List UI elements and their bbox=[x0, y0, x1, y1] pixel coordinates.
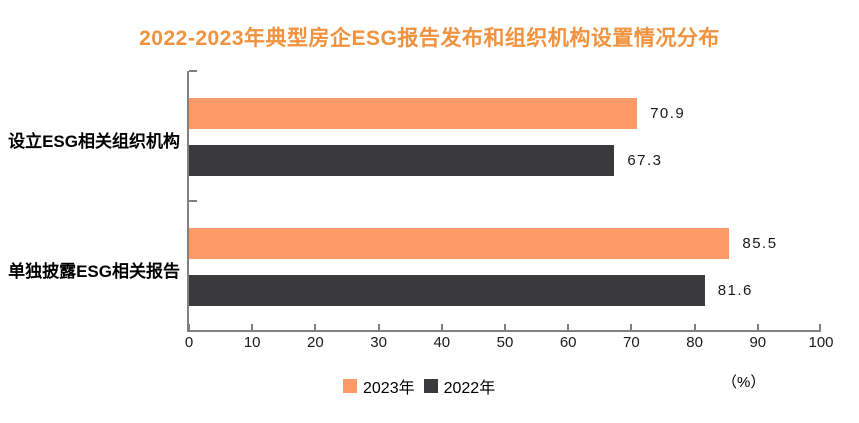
x-axis-tick-label: 70 bbox=[623, 334, 640, 351]
bar-2022年-单独披露ESG相关报告 bbox=[189, 274, 705, 306]
x-axis-tick-label: 100 bbox=[808, 334, 834, 351]
unit-label: （%） bbox=[722, 374, 766, 391]
legend: 2023年 2022年 bbox=[343, 374, 495, 398]
x-axis-tick bbox=[693, 324, 696, 330]
chart-title: 2022-2023年典型房企ESG报告发布和组织机构设置情况分布 bbox=[139, 27, 720, 50]
x-axis-tick-label: 10 bbox=[243, 334, 261, 351]
bar-2022年-设立ESG相关组织机构 bbox=[189, 145, 615, 176]
x-axis-line bbox=[187, 330, 821, 332]
x-axis-tick-label: 80 bbox=[686, 334, 703, 351]
x-axis-tick bbox=[440, 324, 443, 330]
x-axis-tick bbox=[819, 324, 821, 330]
legend-swatch-icon bbox=[423, 379, 438, 393]
x-axis-tick-label: 40 bbox=[433, 334, 451, 351]
x-axis-tick bbox=[377, 324, 380, 330]
x-axis-tick bbox=[251, 324, 254, 330]
x-axis-tick-label: 0 bbox=[184, 334, 194, 351]
x-axis-tick bbox=[504, 324, 506, 330]
x-axis-tick-label: 60 bbox=[559, 334, 577, 351]
legend-label: 2023年 bbox=[363, 380, 415, 397]
legend-item-2023年: 2023年 bbox=[343, 374, 415, 398]
legend-label: 2022年 bbox=[443, 380, 496, 397]
bar-value-label: 85.5 bbox=[742, 234, 778, 252]
bar-value-label: 81.6 bbox=[717, 281, 753, 299]
x-axis-tick-label: 20 bbox=[307, 334, 324, 351]
bar-2023年-设立ESG相关组织机构 bbox=[189, 98, 638, 129]
y-axis-line bbox=[187, 71, 189, 330]
category-label: 设立ESG相关组织机构 bbox=[8, 132, 180, 151]
x-axis-tick bbox=[756, 324, 759, 330]
x-axis-tick bbox=[314, 324, 317, 330]
bar-value-label: 67.3 bbox=[627, 152, 663, 169]
x-axis-tick-label: 50 bbox=[496, 334, 514, 351]
x-axis-tick-label: 30 bbox=[370, 334, 387, 351]
bar-2023年-单独披露ESG相关报告 bbox=[189, 227, 730, 259]
y-axis-tick bbox=[189, 70, 197, 72]
plot-area: 0 10 20 30 40 50 60 70 80 90 100 70.9 67.3 85.5 81.6 bbox=[185, 70, 834, 351]
x-axis-tick-label: 90 bbox=[749, 334, 767, 351]
legend-item-2022年: 2022年 bbox=[423, 374, 496, 398]
x-axis-tick bbox=[630, 324, 633, 330]
x-axis-tick bbox=[567, 324, 570, 330]
category-label: 单独披露ESG相关报告 bbox=[8, 261, 180, 281]
x-axis-tick bbox=[188, 324, 190, 330]
bar-value-label: 70.9 bbox=[650, 105, 686, 122]
legend-swatch-icon bbox=[343, 379, 357, 393]
y-axis-tick bbox=[189, 199, 197, 202]
